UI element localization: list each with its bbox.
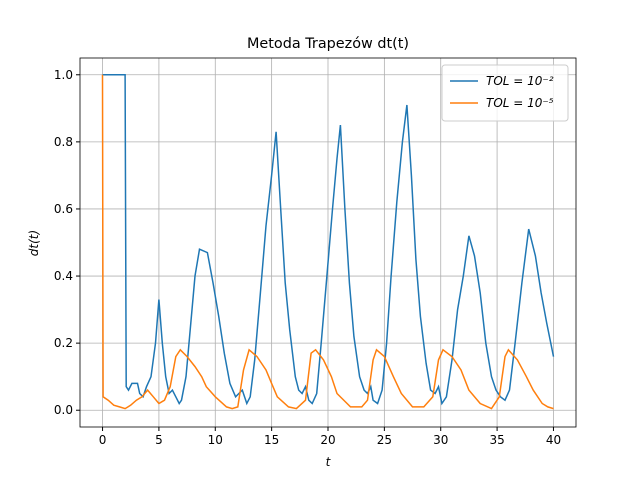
legend-label: TOL = 10⁻⁵	[486, 96, 554, 110]
x-tick-label: 20	[320, 433, 335, 447]
x-tick-label: 25	[377, 433, 392, 447]
x-tick-label: 15	[264, 433, 279, 447]
x-tick-label: 10	[208, 433, 223, 447]
y-tick-label: 0.4	[54, 269, 73, 283]
y-tick-label: 1.0	[54, 68, 73, 82]
y-tick-label: 0.8	[54, 135, 73, 149]
legend-box	[441, 64, 569, 122]
x-tick-label: 35	[489, 433, 504, 447]
chart-title: Metoda Trapezów dt(t)	[247, 36, 409, 52]
y-axis-label: dt(t)	[27, 230, 41, 256]
y-tick-label: 0.0	[54, 403, 73, 417]
x-tick-label: 5	[155, 433, 163, 447]
legend-label: TOL = 10⁻²	[486, 74, 554, 88]
y-tick-label: 0.2	[54, 336, 73, 350]
axes-frame	[79, 57, 577, 428]
y-tick-label: 0.6	[54, 202, 73, 216]
x-tick-label: 30	[433, 433, 448, 447]
data-line	[102, 74, 555, 406]
x-tick-label: 0	[99, 433, 107, 447]
data-line	[101, 74, 554, 410]
x-axis-label: t	[326, 455, 332, 469]
x-tick-label: 40	[546, 433, 561, 447]
